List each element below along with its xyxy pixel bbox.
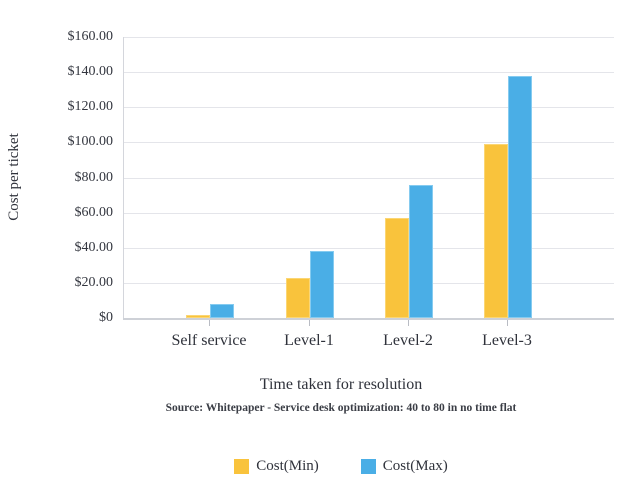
legend: Cost(Min) Cost(Max) [60,458,622,475]
bar-min-level-1 [286,277,310,318]
y-axis-tick-label: $0 [99,310,113,325]
y-axis-tick-label: $140.00 [67,64,114,80]
y-axis-tick-label: $40.00 [74,239,114,255]
gridline [124,37,614,38]
y-axis-tick-label: $80.00 [74,169,114,185]
gridline [124,282,614,284]
bar-min-level-2 [385,217,409,318]
bar-min-self-service [186,314,210,318]
y-axis-tick-label: $20.00 [74,274,114,290]
legend-label-cost-min: Cost(Min) [256,458,319,474]
x-category-label: Self service [171,332,247,349]
gridline [124,142,614,144]
bar-max-level-1 [310,251,334,318]
x-axis-tick [209,320,210,326]
x-category-label: Level-1 [284,332,334,349]
y-axis-tick-label: $120.00 [67,99,114,115]
gridline [124,72,614,74]
gridline [124,247,614,249]
bar-min-level-3 [484,144,508,318]
x-axis-tick [507,320,508,326]
plot-area [123,37,614,318]
x-axis-line [123,318,614,320]
x-axis-title: Time taken for resolution [259,376,423,393]
bar-max-level-2 [409,184,433,318]
legend-label-cost-max: Cost(Max) [382,458,448,474]
y-axis-tick-label: $60.00 [74,204,114,220]
x-category-label: Level-3 [482,332,532,349]
bar-max-self-service [210,303,234,318]
bar-max-level-3 [508,75,532,318]
source-caption: Source: Whitepaper - Service desk optimi… [165,402,517,414]
gridline [124,177,614,179]
legend-swatch-cost-min [234,459,250,474]
legend-swatch-cost-max [360,459,376,474]
y-axis-tick-label: $160.00 [67,29,114,44]
x-axis-tick [309,320,310,326]
gridline [124,212,614,214]
y-axis-tick-label: $100.00 [67,134,114,150]
legend-item-cost-max: Cost(Max) [360,458,448,475]
gridline [124,107,614,109]
x-axis-tick [408,320,409,326]
x-category-label: Level-2 [383,332,433,349]
legend-item-cost-min: Cost(Min) [234,458,319,475]
